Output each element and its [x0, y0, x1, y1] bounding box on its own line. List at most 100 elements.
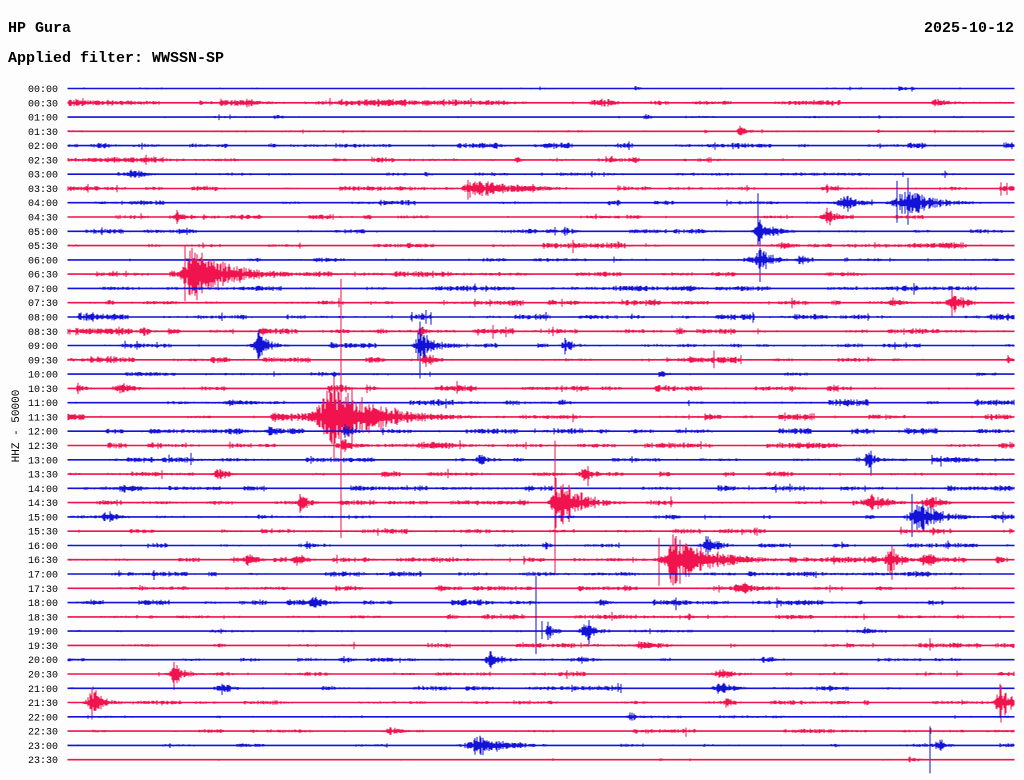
time-label-19:30: 19:30 — [28, 642, 58, 653]
time-label-09:00: 09:00 — [28, 342, 58, 353]
trace-row-20:00 — [67, 651, 1015, 669]
trace-row-05:30 — [67, 239, 1015, 254]
time-label-09:30: 09:30 — [28, 356, 58, 367]
trace-row-00:00 — [67, 86, 1015, 92]
time-label-21:30: 21:30 — [28, 699, 58, 710]
time-label-23:30: 23:30 — [28, 756, 58, 767]
time-label-07:30: 07:30 — [28, 299, 58, 310]
trace-row-22:00 — [67, 712, 1015, 721]
trace-row-20:30 — [67, 662, 1015, 690]
time-label-20:30: 20:30 — [28, 671, 58, 682]
trace-row-06:30 — [67, 246, 1015, 302]
time-label-12:30: 12:30 — [28, 442, 58, 453]
trace-row-00:30 — [67, 98, 1015, 108]
trace-row-18:00 — [67, 596, 1015, 611]
trace-row-09:30 — [67, 350, 1015, 369]
trace-row-12:00 — [67, 424, 1015, 438]
time-label-10:00: 10:00 — [28, 371, 58, 382]
trace-row-10:30 — [67, 381, 1015, 395]
trace-row-21:30 — [67, 683, 1015, 723]
time-label-11:30: 11:30 — [28, 413, 58, 424]
trace-row-17:00 — [67, 570, 1015, 580]
time-label-08:00: 08:00 — [28, 314, 58, 325]
time-label-14:00: 14:00 — [28, 485, 58, 496]
time-label-22:00: 22:00 — [28, 713, 58, 724]
time-label-18:30: 18:30 — [28, 613, 58, 624]
trace-row-23:00 — [67, 726, 1015, 774]
time-label-10:30: 10:30 — [28, 385, 58, 396]
time-label-00:00: 00:00 — [28, 85, 58, 96]
time-label-01:00: 01:00 — [28, 114, 58, 125]
trace-row-08:00 — [67, 310, 1015, 325]
time-label-17:00: 17:00 — [28, 571, 58, 582]
time-label-08:30: 08:30 — [28, 328, 58, 339]
time-label-07:00: 07:00 — [28, 285, 58, 296]
time-label-00:30: 00:30 — [28, 99, 58, 110]
time-label-13:30: 13:30 — [28, 471, 58, 482]
time-label-05:30: 05:30 — [28, 242, 58, 253]
time-label-04:30: 04:30 — [28, 214, 58, 225]
time-label-19:00: 19:00 — [28, 628, 58, 639]
time-label-15:00: 15:00 — [28, 513, 58, 524]
time-label-03:00: 03:00 — [28, 171, 58, 182]
time-label-15:30: 15:30 — [28, 528, 58, 539]
time-label-04:00: 04:00 — [28, 199, 58, 210]
trace-row-21:00 — [67, 682, 1015, 695]
time-label-14:30: 14:30 — [28, 499, 58, 510]
trace-row-13:00 — [67, 450, 1015, 476]
time-label-01:30: 01:30 — [28, 128, 58, 139]
trace-row-05:00 — [67, 193, 1015, 246]
trace-row-02:30 — [67, 154, 1015, 165]
time-label-20:00: 20:00 — [28, 656, 58, 667]
time-label-03:30: 03:30 — [28, 185, 58, 196]
time-label-11:00: 11:00 — [28, 399, 58, 410]
trace-row-16:30 — [67, 534, 1015, 586]
time-label-21:00: 21:00 — [28, 685, 58, 696]
trace-row-14:00 — [67, 483, 1015, 493]
time-label-23:00: 23:00 — [28, 742, 58, 753]
time-label-05:00: 05:00 — [28, 228, 58, 239]
trace-row-01:00 — [67, 114, 1015, 121]
trace-row-17:30 — [67, 582, 1015, 594]
time-label-22:30: 22:30 — [28, 728, 58, 739]
trace-row-03:00 — [67, 169, 1015, 178]
date-label: 2025-10-12 — [923, 20, 1014, 37]
trace-row-08:30 — [67, 325, 1015, 339]
time-label-18:00: 18:00 — [28, 599, 58, 610]
time-label-06:00: 06:00 — [28, 256, 58, 267]
station-title: HP Gura — [8, 20, 72, 37]
trace-row-13:30 — [67, 466, 1015, 487]
trace-row-15:00 — [67, 493, 1015, 537]
trace-row-02:00 — [67, 141, 1015, 150]
trace-row-15:30 — [67, 526, 1015, 536]
trace-row-07:30 — [67, 289, 1015, 317]
trace-row-19:30 — [67, 638, 1015, 651]
trace-row-22:30 — [67, 727, 1015, 737]
trace-row-10:00 — [67, 371, 1015, 378]
trace-row-04:30 — [67, 207, 1015, 226]
time-label-02:00: 02:00 — [28, 142, 58, 153]
trace-row-23:30 — [67, 756, 1015, 763]
time-label-02:30: 02:30 — [28, 156, 58, 167]
time-label-13:00: 13:00 — [28, 456, 58, 467]
trace-row-06:00 — [67, 247, 1015, 282]
time-label-16:00: 16:00 — [28, 542, 58, 553]
time-label-12:00: 12:00 — [28, 428, 58, 439]
trace-row-09:00 — [67, 321, 1015, 379]
trace-row-18:30 — [67, 611, 1015, 621]
trace-row-11:30 — [67, 278, 1015, 538]
trace-row-11:00 — [67, 398, 1015, 409]
trace-row-12:30 — [67, 439, 1015, 452]
trace-row-07:00 — [67, 283, 1015, 295]
trace-row-03:30 — [67, 179, 1015, 200]
trace-row-16:00 — [67, 536, 1015, 554]
time-label-16:30: 16:30 — [28, 556, 58, 567]
trace-row-01:30 — [67, 125, 1015, 136]
time-label-06:30: 06:30 — [28, 271, 58, 282]
trace-row-04:00 — [67, 177, 1015, 225]
trace-row-19:00 — [67, 576, 1015, 655]
trace-row-14:30 — [67, 440, 1015, 573]
applied-filter-label: Applied filter: WWSSN-SP — [8, 50, 225, 67]
